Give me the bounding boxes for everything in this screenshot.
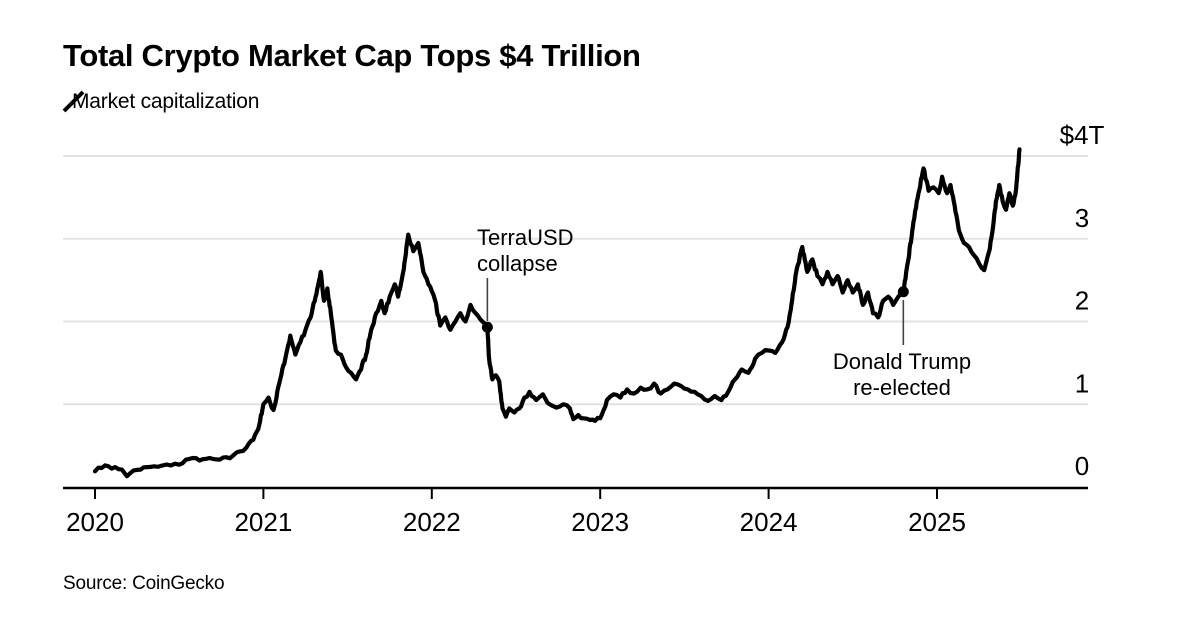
x-axis-label: 2025 — [908, 507, 966, 537]
legend-label: Market capitalization — [72, 90, 260, 113]
y-axis-label: $4T — [1060, 120, 1105, 150]
annotation-terrausd-label: TerraUSD — [477, 225, 574, 250]
annotation-terrausd-label: collapse — [477, 251, 558, 276]
y-axis-label: 3 — [1075, 203, 1089, 233]
x-axis-label: 2022 — [403, 507, 461, 537]
source-label: Source: CoinGecko — [63, 573, 225, 594]
x-axis-label: 2020 — [66, 507, 124, 537]
y-axis-label: 2 — [1075, 286, 1089, 316]
market-cap-line — [92, 147, 1022, 479]
y-axis-label: 1 — [1075, 368, 1089, 398]
annotation-trump-label: re-elected — [853, 375, 951, 400]
x-axis-label: 2023 — [571, 507, 629, 537]
legend: Market capitalization — [61, 90, 259, 114]
annotation-dot — [897, 286, 909, 298]
chart-title: Total Crypto Market Cap Tops $4 Trillion — [63, 38, 641, 73]
annotation-trump-label: Donald Trump — [833, 349, 971, 374]
x-axis-label: 2021 — [234, 507, 292, 537]
annotation-dot — [481, 321, 493, 333]
y-axis-label: 0 — [1075, 451, 1089, 481]
x-axis-label: 2024 — [740, 507, 798, 537]
